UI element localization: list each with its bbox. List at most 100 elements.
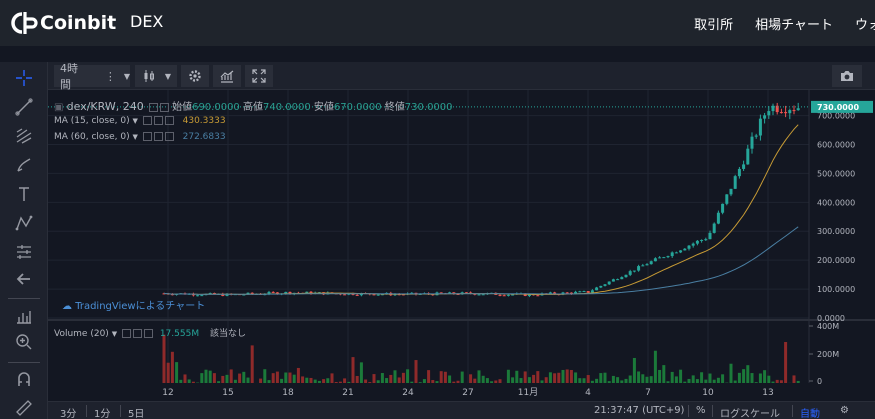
- range-5d[interactable]: 5日: [128, 409, 145, 419]
- volume-bar: [313, 379, 317, 383]
- volume-bar: [259, 378, 263, 383]
- volume-bar: [347, 381, 351, 383]
- candle-body: [271, 291, 275, 293]
- chart-settings-icon[interactable]: ⚙: [840, 405, 849, 416]
- close-icon[interactable]: [164, 116, 174, 125]
- volume-bar: [632, 357, 636, 383]
- ma15-legend[interactable]: MA (15, close, 0) ▼ 430.3333: [54, 116, 226, 126]
- volume-bar: [376, 380, 380, 383]
- measure-icon[interactable]: [10, 304, 38, 328]
- ma60-legend[interactable]: MA (60, close, 0) ▼ 272.6833: [54, 132, 226, 142]
- settings-button[interactable]: [181, 65, 209, 87]
- candle-body: [439, 292, 443, 294]
- ruler-icon[interactable]: [10, 396, 38, 419]
- close-icon[interactable]: [143, 329, 153, 338]
- hide-icon[interactable]: [159, 102, 169, 112]
- prediction-icon[interactable]: [10, 240, 38, 264]
- more-icon: ⋮: [104, 69, 116, 83]
- drawing-toolbar: [0, 62, 48, 419]
- volume-bar: [792, 375, 796, 383]
- volume-bar: [527, 377, 531, 383]
- candle-body: [607, 281, 611, 285]
- candle-body: [380, 294, 384, 296]
- magnet-icon[interactable]: [10, 368, 38, 392]
- volume-bar: [170, 351, 174, 383]
- zoom-in-icon[interactable]: [10, 330, 38, 354]
- price-axis-label: 0.0000: [817, 314, 845, 323]
- candle-body: [565, 292, 569, 294]
- log-scale-toggle[interactable]: ログスケール: [720, 409, 780, 419]
- settings-icon[interactable]: [153, 116, 163, 125]
- volume-axis-label: 200M: [817, 350, 839, 359]
- volume-bar: [712, 379, 716, 383]
- tradingview-attribution[interactable]: ☁ TradingViewによるチャート: [62, 297, 205, 312]
- trendline-icon[interactable]: [10, 95, 38, 119]
- candle-body: [372, 294, 376, 296]
- fullscreen-button[interactable]: [245, 65, 273, 87]
- volume-bar: [708, 373, 712, 383]
- nav-exchange[interactable]: 取引所: [694, 18, 734, 33]
- candle-body: [645, 264, 649, 266]
- brush-icon[interactable]: [10, 153, 38, 177]
- arrow-left-icon[interactable]: [10, 267, 38, 291]
- volume-bar: [796, 380, 800, 383]
- settings-icon[interactable]: [148, 102, 158, 112]
- fib-retracement-icon[interactable]: [10, 124, 38, 148]
- text-tool-icon[interactable]: [10, 182, 38, 206]
- volume-bar: [485, 378, 489, 383]
- snapshot-button[interactable]: [832, 65, 862, 87]
- auto-scale-toggle[interactable]: 自動: [800, 409, 820, 419]
- volume-bar: [305, 377, 309, 383]
- chevron-down-icon: ▼: [123, 71, 130, 81]
- volume-bar: [410, 381, 414, 383]
- chart-type-button[interactable]: ▼: [135, 65, 177, 87]
- volume-bar: [460, 371, 464, 383]
- logo[interactable]: Coinbit: [8, 10, 116, 36]
- volume-bar: [691, 375, 695, 383]
- candle-body: [658, 257, 662, 259]
- range-1m[interactable]: 1分: [94, 409, 111, 419]
- interval-selector[interactable]: 4時間 ⋮ ▼: [54, 62, 130, 91]
- bottom-divider: [688, 405, 689, 417]
- toolbar-divider: [8, 298, 40, 299]
- settings-icon[interactable]: [153, 132, 163, 141]
- nav-market-chart[interactable]: 相場チャート: [755, 18, 833, 33]
- close-icon[interactable]: [164, 132, 174, 141]
- candle-body: [527, 294, 531, 296]
- volume-legend[interactable]: Volume (20) ▼ 17.555M 該当なし: [54, 326, 246, 339]
- eye-icon[interactable]: [142, 132, 152, 141]
- symbol-label: dex/KRW, 240: [66, 100, 144, 113]
- volume-bar: [553, 373, 557, 383]
- candle-body: [725, 194, 729, 204]
- volume-bar: [179, 379, 183, 383]
- range-3m[interactable]: 3分: [60, 409, 77, 419]
- volume-bar: [779, 380, 783, 383]
- price-axis-label: 100.0000: [817, 285, 855, 294]
- volume-bar: [506, 369, 510, 383]
- chart-canvas[interactable]: 12 15 18 21 24 27 11月 4 7 10 13 700.0000 600.0000 500…: [48, 90, 875, 401]
- volume-bar: [582, 378, 586, 383]
- volume-bar: [456, 380, 460, 383]
- indicators-button[interactable]: [213, 65, 241, 87]
- pattern-icon[interactable]: [10, 211, 38, 235]
- eye-icon[interactable]: [121, 329, 131, 338]
- x-tick-label: 11月: [518, 387, 538, 398]
- volume-bar: [641, 374, 645, 383]
- candle-body: [716, 212, 720, 224]
- volume-bar: [481, 375, 485, 383]
- price-axis-label: 700.0000: [817, 112, 855, 121]
- main-nav: 取引所 相場チャート ウォ: [694, 14, 875, 33]
- nav-wallet[interactable]: ウォ: [855, 18, 875, 33]
- crosshair-icon[interactable]: [10, 66, 38, 90]
- volume-value: 17.555M: [159, 329, 200, 339]
- settings-icon[interactable]: [132, 329, 142, 338]
- price-chart[interactable]: 12 15 18 21 24 27 11月 4 7 10 13 700.0000 600.0000 500…: [48, 90, 875, 401]
- volume-bar: [238, 373, 242, 383]
- volume-bar: [233, 379, 237, 383]
- percent-toggle[interactable]: %: [696, 405, 706, 416]
- volume-bar: [221, 375, 225, 383]
- volume-bar: [511, 377, 515, 383]
- eye-icon[interactable]: [142, 116, 152, 125]
- candle-body: [284, 291, 288, 294]
- collapse-icon[interactable]: ▣: [54, 102, 64, 113]
